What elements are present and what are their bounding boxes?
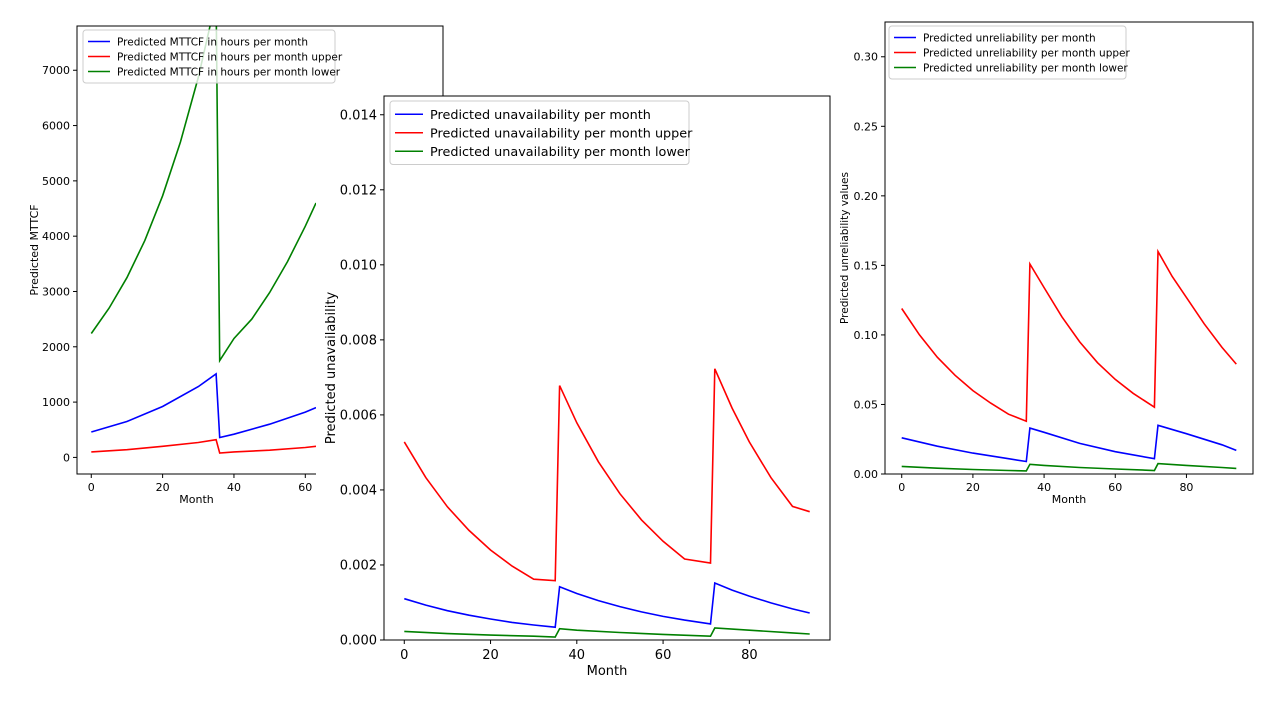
unreliability-plot-background (885, 22, 1253, 474)
unreliability-series-line-1 (901, 248, 1237, 423)
unreliability-axes-frame (884, 21, 1254, 475)
mttcf-series-line-0 (91, 372, 316, 439)
unavailability-series-line-0 (404, 581, 810, 629)
unreliability-series-line-0 (901, 424, 1237, 463)
mttcf-series-line-2 (90, 26, 316, 364)
mttcf-x-tick-label: 20 (156, 481, 170, 494)
unavailability-background (316, 96, 384, 700)
mttcf-x-axis-label: Month (179, 493, 214, 506)
unreliability-x-tick-label: 60 (1108, 481, 1122, 494)
unavailability-x-tick-label: 40 (569, 648, 586, 663)
mttcf-legend-label: Predicted MTTCF in hours per month (117, 36, 308, 48)
unreliability-y-tick-label: 0.25 (854, 120, 879, 133)
unreliability-legend-label: Predicted unreliability per month (923, 32, 1096, 44)
unavailability-x-tick-label: 80 (741, 648, 758, 663)
unreliability-series-line-2 (901, 462, 1237, 472)
mttcf-y-tick-label: 5000 (42, 175, 70, 188)
unreliability-x-tick-label: 0 (898, 481, 905, 494)
mttcf-legend-box (82, 29, 336, 84)
unreliability-y-tick-label: 0.05 (854, 398, 879, 411)
unavailability-y-axis-label: Predicted unavailability (324, 292, 339, 445)
mttcf-y-tick-label: 2000 (42, 341, 70, 354)
unreliability-x-tick-label: 40 (1037, 481, 1051, 494)
mttcf-legend-label: Predicted MTTCF in hours per month lower (117, 66, 341, 78)
mttcf-x-tick-label: 40 (227, 481, 241, 494)
unavailability-y-tick-label: 0.006 (340, 409, 377, 424)
unreliability-legend-box (888, 25, 1127, 80)
unreliability-x-axis-label: Month (1052, 493, 1087, 506)
mttcf-series-line-1 (91, 438, 316, 454)
mttcf-y-tick-label: 3000 (42, 285, 70, 298)
unreliability-y-tick-label: 0.10 (854, 329, 879, 342)
unreliability-legend-label: Predicted unreliability per month lower (923, 62, 1128, 74)
mttcf-y-tick-label: 1000 (42, 396, 70, 409)
mttcf-x-tick-label: 60 (298, 481, 312, 494)
unavailability-x-tick-label: 20 (482, 648, 499, 663)
unavailability-chart: 0 20 40 60 80 0.000 0.002 0.004 0.006 0.008 0.010 0… (316, 95, 831, 700)
unreliability-y-tick-label: 0.15 (854, 259, 879, 272)
mttcf-x-tick-label: 0 (88, 481, 95, 494)
unreliability-x-tick-label: 80 (1179, 481, 1193, 494)
unavailability-legend-label: Predicted unavailability per month (430, 108, 651, 123)
mttcf-y-tick-label: 7000 (42, 64, 70, 77)
unavailability-y-tick-label: 0.014 (340, 108, 377, 123)
unavailability-axes-frame (383, 95, 831, 641)
unreliability-y-axis-label: Predicted unreliability values (839, 172, 851, 324)
unavailability-y-tick-label: 0.010 (340, 259, 377, 274)
unavailability-y-tick-label: 0.002 (340, 559, 377, 574)
unavailability-y-tick-label: 0.000 (340, 634, 377, 649)
unreliability-x-tick-label: 20 (966, 481, 980, 494)
unreliability-chart: 0 20 40 60 80 0.00 0.05 0.10 0.15 0.20 0.25 0.30 Mon… (839, 21, 1254, 506)
unavailability-legend-label: Predicted unavailability per month lower (430, 145, 691, 160)
unavailability-series-line-2 (404, 627, 810, 638)
mttcf-y-axis-label: Predicted MTTCF (28, 204, 41, 295)
unavailability-x-axis-label: Month (587, 664, 628, 679)
unavailability-y-tick-label: 0.008 (340, 334, 377, 349)
mttcf-y-tick-label: 6000 (42, 120, 70, 133)
unavailability-x-tick-label: 0 (400, 648, 408, 663)
unavailability-series-line-1 (403, 368, 810, 582)
unavailability-legend-label: Predicted unavailability per month upper (430, 126, 693, 141)
mttcf-y-tick-label: 4000 (42, 230, 70, 243)
unreliability-y-tick-label: 0.30 (854, 51, 879, 64)
mttcf-y-tick-label: 0 (63, 451, 70, 464)
unavailability-legend-box (389, 100, 690, 165)
unreliability-legend-label: Predicted unreliability per month upper (923, 47, 1130, 59)
mttcf-legend-label: Predicted MTTCF in hours per month upper (117, 51, 343, 63)
unavailability-y-tick-label: 0.004 (340, 484, 377, 499)
unreliability-y-tick-label: 0.20 (854, 190, 879, 203)
unavailability-plot-background (384, 96, 830, 640)
unavailability-x-tick-label: 60 (655, 648, 672, 663)
unreliability-y-tick-label: 0.00 (854, 468, 879, 481)
unavailability-y-tick-label: 0.012 (340, 183, 377, 198)
